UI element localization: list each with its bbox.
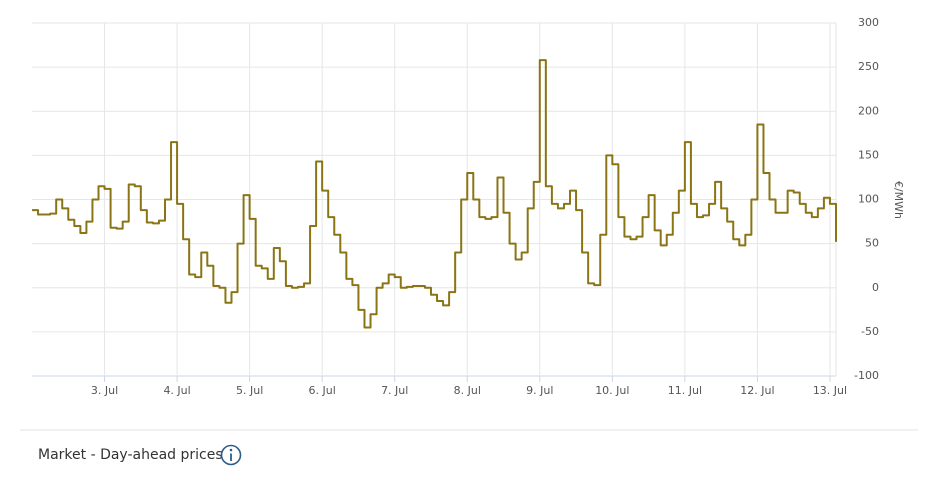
x-tick-label: 9. Jul <box>526 384 553 397</box>
y-tick-label: 100 <box>858 193 879 206</box>
x-tick-label: 7. Jul <box>381 384 408 397</box>
x-tick-label: 4. Jul <box>163 384 190 397</box>
y-tick-label: 0 <box>872 281 879 294</box>
price-line <box>32 59 837 329</box>
y-tick-label: 300 <box>858 16 879 29</box>
y-tick-label: -50 <box>861 325 879 338</box>
info-icon[interactable] <box>220 444 242 466</box>
y-tick-label: 200 <box>858 104 879 117</box>
x-tick-label: 8. Jul <box>454 384 481 397</box>
y-tick-label: 250 <box>858 60 879 73</box>
x-tick-label: 12. Jul <box>740 384 774 397</box>
y-tick-label: 50 <box>865 237 879 250</box>
y-tick-label: 150 <box>858 148 879 161</box>
x-tick-label: 5. Jul <box>236 384 263 397</box>
x-tick-label: 3. Jul <box>91 384 118 397</box>
x-tick-label: 10. Jul <box>595 384 629 397</box>
x-tick-label: 11. Jul <box>668 384 702 397</box>
footer-label: Market - Day-ahead prices <box>38 447 223 463</box>
y-tick-label: -100 <box>854 369 879 382</box>
x-tick-label: 6. Jul <box>309 384 336 397</box>
y-axis-label: €/MWh <box>892 181 905 219</box>
x-tick-label: 13. Jul <box>813 384 847 397</box>
